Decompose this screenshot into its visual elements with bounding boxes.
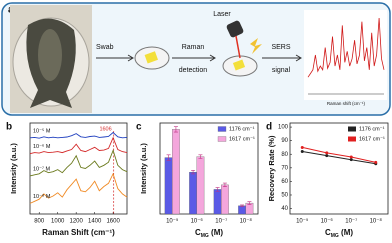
data-point [349, 158, 353, 162]
spectrum-line [29, 136, 128, 155]
x-tick-label: 10⁻⁸ [240, 218, 253, 225]
y-axis-label: Intensity (a.u.) [139, 143, 148, 194]
y-tick-label: 60 [281, 179, 288, 185]
x-axis-label-part: MG [201, 233, 209, 239]
spectrum-box [304, 10, 387, 100]
x-tick-label: 1400 [88, 219, 102, 225]
x-axis-label-part: MG [331, 233, 339, 239]
data-point [325, 151, 329, 155]
error-bar [166, 154, 171, 161]
spectrum-line [29, 149, 128, 177]
error-bar [247, 201, 252, 205]
panel-label: d [266, 122, 272, 133]
laser-setup [222, 20, 262, 77]
x-tick-label: 10⁻⁷ [345, 218, 357, 225]
spectrum-line [29, 172, 128, 204]
error-bar [198, 154, 203, 159]
legend-label: 1617 cm⁻¹ [229, 136, 255, 142]
x-tick-label: 800 [34, 219, 45, 225]
legend-swatch [348, 126, 356, 132]
x-tick-label: 10⁻⁵ [166, 218, 179, 225]
series-line [302, 146, 376, 163]
series-label: 10⁻⁵ M [33, 127, 51, 134]
x-tick-label: 10⁻⁷ [215, 218, 227, 225]
error-bar [191, 170, 196, 175]
x-tick-label: 10⁻⁶ [191, 218, 204, 225]
x-tick-label: 1200 [70, 219, 84, 225]
legend-swatch [217, 126, 227, 132]
bar [238, 205, 246, 215]
bar [213, 189, 222, 215]
error-bar [222, 182, 227, 187]
y-axis-label: Intensity (a.u.) [9, 143, 18, 194]
bar [221, 184, 229, 215]
spectrum-line [307, 17, 385, 78]
panel-label: c [136, 122, 142, 133]
legend-label: 1176 cm⁻¹ [359, 126, 385, 132]
legend-label: 1617 cm⁻¹ [359, 136, 385, 142]
data-point [374, 160, 378, 164]
series-label: 10⁻⁷ M [33, 165, 51, 172]
x-tick-label: 10⁻⁸ [370, 218, 383, 225]
y-tick-label: 100 [278, 125, 289, 131]
data-point [300, 145, 304, 149]
y-tick-label: 40 [281, 206, 288, 212]
legend-swatch [348, 136, 356, 142]
step-label: signal [272, 67, 291, 74]
panel-label: b [6, 122, 12, 133]
spectrum-x-label: Raman shift (cm⁻¹) [327, 101, 366, 106]
y-tick-label: 80 [281, 152, 288, 158]
x-axis-label-part: C [325, 228, 331, 237]
x-axis-label-part: (M) [339, 228, 354, 237]
step-label: Raman [182, 44, 205, 51]
x-axis-label: Raman Shift (cm⁻¹) [42, 228, 115, 237]
data-point [300, 150, 304, 154]
plot-frame [289, 122, 389, 215]
spectrum-line [29, 131, 128, 139]
x-tick-label: 1600 [106, 219, 120, 225]
y-tick-label: 50 [281, 193, 288, 199]
annotation-label: 1606 [99, 126, 111, 132]
legend-label: 1176 cm⁻¹ [229, 126, 255, 132]
x-axis-label: CMG (M) [325, 228, 353, 239]
step-label: Laser [213, 11, 231, 18]
series-label: 10⁻⁸ M [33, 193, 51, 200]
plot-frame [159, 122, 259, 215]
data-point [325, 154, 329, 158]
series-line [302, 151, 376, 165]
y-tick-label: 70 [281, 165, 288, 171]
swab-plate [134, 46, 170, 70]
data-point [349, 155, 353, 159]
error-bar [215, 187, 220, 192]
y-axis-label: Recovery Rate (%) [267, 135, 276, 201]
legend-swatch [217, 136, 227, 142]
step-label: SERS [271, 44, 290, 51]
x-tick-label: 10⁻⁶ [321, 218, 334, 225]
fish-photo [10, 5, 92, 113]
panel-a-frame [1, 2, 391, 116]
bar [196, 156, 205, 215]
x-tick-label: 1000 [51, 219, 65, 225]
error-bar [240, 204, 245, 208]
bar [189, 171, 197, 215]
x-axis-label: CMG (M) [195, 228, 223, 239]
x-axis-label-part: C [195, 228, 201, 237]
x-tick-label: 10⁻⁵ [296, 218, 309, 225]
error-bar [173, 126, 178, 133]
step-label: Swab [96, 44, 114, 51]
arrows [96, 54, 302, 62]
bar [164, 157, 173, 215]
plot-frame [29, 122, 128, 215]
y-tick-label: 90 [281, 138, 288, 144]
bar [172, 129, 180, 215]
series-label: 10⁻⁶ M [33, 143, 51, 150]
x-axis-label-part: (M) [209, 228, 224, 237]
step-label: detection [179, 67, 208, 74]
